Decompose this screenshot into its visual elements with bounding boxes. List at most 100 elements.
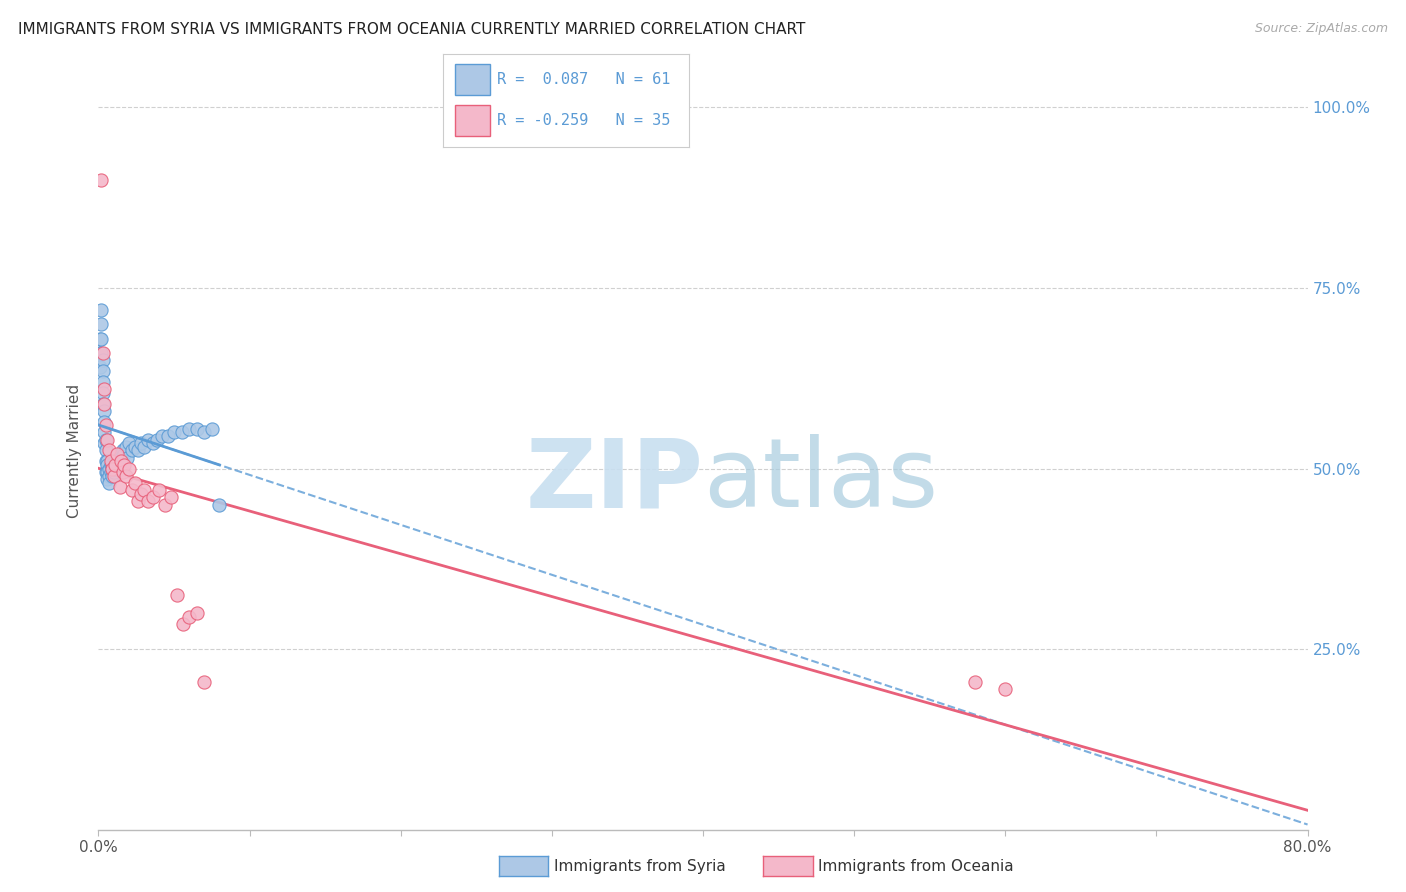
Point xyxy=(110,450,132,465)
Point xyxy=(118,461,141,475)
Point xyxy=(103,465,125,479)
Point xyxy=(150,429,173,443)
Point xyxy=(93,425,115,440)
Point xyxy=(132,483,155,498)
Point xyxy=(112,458,135,472)
Point xyxy=(142,436,165,450)
Text: IMMIGRANTS FROM SYRIA VS IMMIGRANTS FROM OCEANIA CURRENTLY MARRIED CORRELATION C: IMMIGRANTS FROM SYRIA VS IMMIGRANTS FROM… xyxy=(18,22,806,37)
Point xyxy=(100,454,122,468)
Point xyxy=(91,364,114,378)
Point xyxy=(163,425,186,440)
Point xyxy=(111,465,134,479)
Point xyxy=(103,468,125,483)
Point xyxy=(96,472,118,486)
Point xyxy=(104,458,127,472)
Point xyxy=(115,450,138,465)
Point xyxy=(98,461,121,475)
Point xyxy=(193,674,215,689)
Point xyxy=(89,360,111,375)
Point xyxy=(193,425,215,440)
Point xyxy=(132,440,155,454)
Point xyxy=(89,346,111,360)
Point xyxy=(104,454,127,468)
Text: R =  0.087   N = 61: R = 0.087 N = 61 xyxy=(498,71,671,87)
Text: Immigrants from Oceania: Immigrants from Oceania xyxy=(818,859,1014,873)
Point xyxy=(156,429,179,443)
Point xyxy=(186,422,208,436)
Text: R = -0.259   N = 35: R = -0.259 N = 35 xyxy=(498,113,671,128)
Point xyxy=(129,436,152,450)
Point xyxy=(129,487,152,501)
Point xyxy=(118,436,141,450)
Point xyxy=(96,454,118,468)
Point xyxy=(114,468,136,483)
Point xyxy=(994,681,1017,696)
Point xyxy=(110,454,132,468)
Point xyxy=(148,483,170,498)
Point xyxy=(100,458,122,472)
Point xyxy=(114,440,136,454)
Point xyxy=(208,498,231,512)
Point xyxy=(127,443,149,458)
Point xyxy=(93,382,115,396)
Point xyxy=(98,475,121,490)
Point xyxy=(105,447,128,461)
Point xyxy=(96,465,118,479)
Point xyxy=(153,498,176,512)
Point xyxy=(90,172,112,186)
Point xyxy=(91,346,114,360)
Point xyxy=(103,454,125,468)
Point xyxy=(179,609,201,624)
Point xyxy=(91,353,114,368)
FancyBboxPatch shape xyxy=(456,64,489,95)
Point xyxy=(105,450,128,465)
Point xyxy=(104,461,127,475)
Point xyxy=(179,422,201,436)
Point xyxy=(91,385,114,400)
Point xyxy=(172,616,194,631)
Point xyxy=(98,468,121,483)
Text: ZIP: ZIP xyxy=(524,434,703,527)
Point xyxy=(111,443,134,458)
Point xyxy=(90,332,112,346)
Point xyxy=(90,302,112,317)
Point xyxy=(93,403,115,417)
Point xyxy=(965,674,987,689)
Point xyxy=(170,425,193,440)
Point xyxy=(124,475,146,490)
Point xyxy=(108,479,131,493)
Point xyxy=(101,461,124,475)
Point xyxy=(160,491,183,505)
Point xyxy=(127,494,149,508)
Point xyxy=(108,447,131,461)
Point xyxy=(124,440,146,454)
Point xyxy=(89,332,111,346)
Point xyxy=(94,454,117,468)
Point xyxy=(93,415,115,429)
Point xyxy=(100,465,122,479)
Point xyxy=(98,443,121,458)
Point xyxy=(146,433,169,447)
Point xyxy=(112,447,135,461)
Text: Immigrants from Syria: Immigrants from Syria xyxy=(554,859,725,873)
Point xyxy=(91,375,114,389)
Point xyxy=(121,443,143,458)
Y-axis label: Currently Married: Currently Married xyxy=(67,384,83,517)
Point xyxy=(90,346,112,360)
Point xyxy=(96,433,118,447)
Point xyxy=(91,396,114,410)
FancyBboxPatch shape xyxy=(456,105,489,136)
Point xyxy=(93,436,115,450)
Text: atlas: atlas xyxy=(703,434,938,527)
Point xyxy=(96,458,118,472)
Point xyxy=(94,433,117,447)
Point xyxy=(136,494,159,508)
Point xyxy=(94,443,117,458)
Point xyxy=(101,468,124,483)
Point xyxy=(186,606,208,620)
Point xyxy=(93,396,115,410)
Point xyxy=(166,588,188,602)
Point xyxy=(136,433,159,447)
Point xyxy=(94,465,117,479)
Point xyxy=(107,454,129,468)
